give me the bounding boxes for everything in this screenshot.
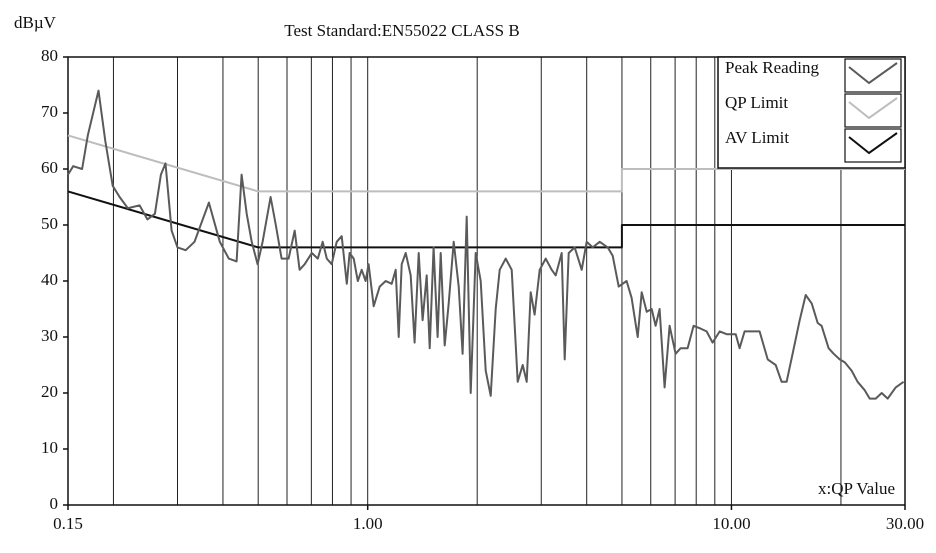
- legend-swatch: [848, 62, 898, 85]
- x-tick-label: 10.00: [712, 514, 750, 533]
- y-tick-label: 50: [41, 214, 58, 233]
- y-tick-label: 70: [41, 102, 58, 121]
- y-tick-label: 10: [41, 438, 58, 457]
- x-tick-label: 0.15: [53, 514, 83, 533]
- annotation: x:QP Value: [818, 479, 895, 498]
- x-tick-label: 1.00: [353, 514, 383, 533]
- y-tick-label: 80: [41, 46, 58, 65]
- legend-swatch: [848, 132, 898, 155]
- series-line: [67, 134, 905, 193]
- legend-label: QP Limit: [725, 93, 788, 112]
- legend-swatch: [848, 97, 898, 120]
- x-tick-label: 30.00: [886, 514, 924, 533]
- legend-label: AV Limit: [725, 128, 789, 147]
- y-tick-label: 20: [41, 382, 58, 401]
- y-tick-label: 40: [41, 270, 58, 289]
- y-tick-label: 30: [41, 326, 58, 345]
- legend-swatch-box: [844, 93, 902, 128]
- legend-swatch-box: [844, 128, 902, 163]
- y-tick-label: 60: [41, 158, 58, 177]
- chart-title: Test Standard:EN55022 CLASS B: [284, 21, 519, 40]
- y-tick-label: 0: [50, 494, 59, 513]
- legend-swatch-box: [844, 58, 902, 93]
- y-axis-label: dBµV: [14, 13, 57, 32]
- series-line: [67, 190, 905, 249]
- legend-label: Peak Reading: [725, 58, 819, 77]
- series-line: [67, 89, 905, 400]
